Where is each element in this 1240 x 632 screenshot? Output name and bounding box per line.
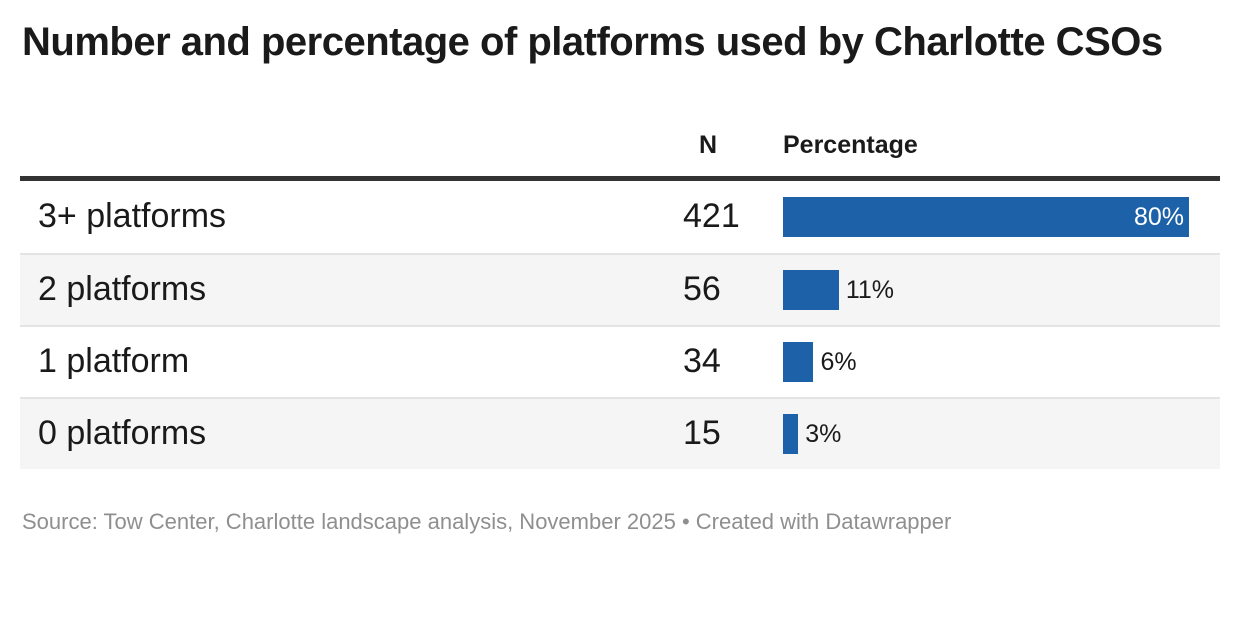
- row-n-value: 421: [683, 197, 740, 236]
- table-header-row: N Percentage: [20, 131, 1220, 181]
- row-label: 1 platform: [38, 342, 190, 381]
- table-row: 1 platform 34 6%: [20, 324, 1220, 397]
- table-body: 3+ platforms 421 80% 2 platforms 56 11% …: [20, 181, 1220, 469]
- table-row: 2 platforms 56 11%: [20, 252, 1220, 325]
- percentage-bar: [783, 269, 839, 310]
- col-header-n: N: [698, 130, 717, 159]
- row-n-value: 15: [683, 414, 721, 453]
- bar-track: 6%: [783, 341, 1189, 382]
- bar-track: 11%: [783, 269, 1189, 310]
- chart-container: Number and percentage of platforms used …: [0, 20, 1240, 535]
- bar-track: 80%: [783, 196, 1189, 237]
- row-label: 0 platforms: [38, 414, 207, 453]
- row-n-value: 34: [683, 342, 721, 381]
- percentage-bar: [783, 341, 814, 382]
- table-row: 3+ platforms 421 80%: [20, 181, 1220, 253]
- table-row: 0 platforms 15 3%: [20, 396, 1220, 469]
- bar-value-label: 6%: [820, 347, 857, 376]
- row-n-value: 56: [683, 270, 721, 309]
- bar-value-label: 3%: [805, 419, 842, 448]
- platforms-table: N Percentage 3+ platforms 421 80% 2 plat…: [20, 131, 1220, 469]
- row-label: 2 platforms: [38, 270, 207, 309]
- percentage-bar: [783, 413, 799, 454]
- row-label: 3+ platforms: [38, 197, 227, 236]
- source-note: Source: Tow Center, Charlotte landscape …: [22, 508, 952, 534]
- row-bar-cell: 11%: [783, 269, 1220, 310]
- bar-value-label: 80%: [1133, 202, 1184, 231]
- percentage-bar: 80%: [783, 196, 1189, 237]
- row-bar-cell: 80%: [783, 196, 1220, 237]
- col-header-percentage: Percentage: [783, 130, 918, 159]
- col-header-category: [38, 131, 683, 160]
- chart-title: Number and percentage of platforms used …: [22, 20, 1163, 64]
- bar-value-label: 11%: [845, 275, 894, 304]
- row-bar-cell: 3%: [783, 413, 1220, 454]
- bar-track: 3%: [783, 413, 1189, 454]
- row-bar-cell: 6%: [783, 341, 1220, 382]
